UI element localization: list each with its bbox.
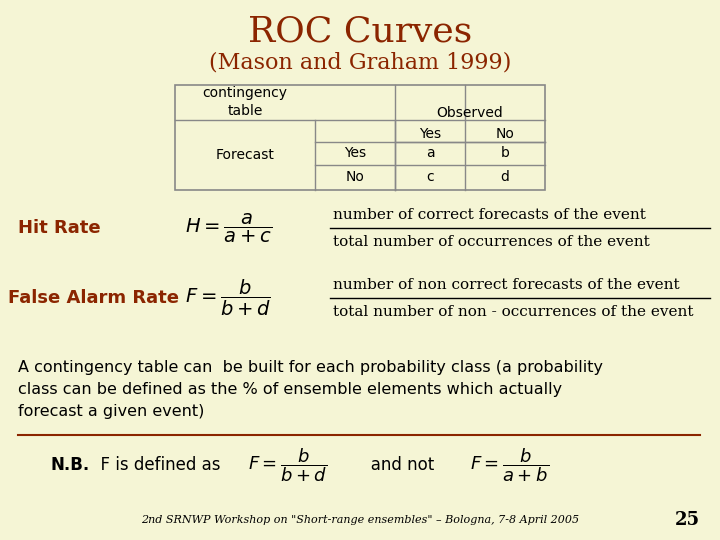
Bar	[175, 85, 545, 190]
Text: $F = \dfrac{b}{a+b}$: $F = \dfrac{b}{a+b}$	[470, 446, 549, 484]
Text: No: No	[346, 170, 364, 184]
Text: b: b	[500, 146, 510, 160]
Text: Forecast: Forecast	[215, 148, 274, 162]
Text: $F = \dfrac{b}{b+d}$: $F = \dfrac{b}{b+d}$	[185, 278, 271, 318]
Text: d: d	[500, 170, 510, 184]
Text: and not: and not	[355, 456, 434, 474]
Text: F is defined as: F is defined as	[90, 456, 220, 474]
Text: Hit Rate: Hit Rate	[18, 219, 101, 237]
Text: Observed: Observed	[436, 106, 503, 120]
Text: Yes: Yes	[344, 146, 366, 160]
Text: Yes: Yes	[419, 127, 441, 141]
Text: False Alarm Rate: False Alarm Rate	[8, 289, 179, 307]
Text: N.B.: N.B.	[50, 456, 89, 474]
Text: a: a	[426, 146, 434, 160]
Text: 25: 25	[675, 511, 700, 529]
Text: total number of occurrences of the event: total number of occurrences of the event	[333, 235, 649, 249]
Text: c: c	[426, 170, 434, 184]
Text: $F = \dfrac{b}{b+d}$: $F = \dfrac{b}{b+d}$	[248, 446, 328, 484]
Text: (Mason and Graham 1999): (Mason and Graham 1999)	[209, 51, 511, 73]
Text: contingency
table: contingency table	[202, 86, 287, 118]
Text: total number of non - occurrences of the event: total number of non - occurrences of the…	[333, 305, 693, 319]
Text: 2nd SRNWP Workshop on "Short-range ensembles" – Bologna, 7-8 April 2005: 2nd SRNWP Workshop on "Short-range ensem…	[141, 515, 579, 525]
Text: A contingency table can  be built for each probability class (a probability
clas: A contingency table can be built for eac…	[18, 360, 603, 420]
Text: $H = \dfrac{a}{a+c}$: $H = \dfrac{a}{a+c}$	[185, 212, 272, 245]
Text: ROC Curves: ROC Curves	[248, 15, 472, 49]
Text: number of non correct forecasts of the event: number of non correct forecasts of the e…	[333, 278, 680, 292]
Text: No: No	[495, 127, 514, 141]
Text: number of correct forecasts of the event: number of correct forecasts of the event	[333, 208, 646, 222]
